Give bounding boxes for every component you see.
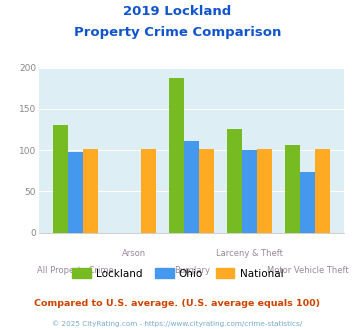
Bar [53, 125, 68, 233]
Bar [184, 141, 199, 233]
Bar [169, 79, 184, 233]
Bar [257, 149, 272, 233]
Bar [285, 145, 300, 233]
Text: Motor Vehicle Theft: Motor Vehicle Theft [267, 266, 349, 275]
Bar [300, 172, 315, 233]
Bar [315, 149, 331, 233]
Text: Arson: Arson [121, 249, 146, 258]
Bar [242, 150, 257, 233]
Text: Compared to U.S. average. (U.S. average equals 100): Compared to U.S. average. (U.S. average … [34, 299, 321, 308]
Bar [141, 149, 156, 233]
Legend: Lockland, Ohio, National: Lockland, Ohio, National [68, 264, 287, 283]
Bar [83, 149, 98, 233]
Text: Larceny & Theft: Larceny & Theft [216, 249, 283, 258]
Bar [227, 129, 242, 233]
Bar [68, 152, 83, 233]
Bar [199, 149, 214, 233]
Text: 2019 Lockland: 2019 Lockland [124, 5, 231, 18]
Text: Burglary: Burglary [174, 266, 210, 275]
Text: Property Crime Comparison: Property Crime Comparison [74, 26, 281, 39]
Text: All Property Crime: All Property Crime [37, 266, 114, 275]
Text: © 2025 CityRating.com - https://www.cityrating.com/crime-statistics/: © 2025 CityRating.com - https://www.city… [53, 320, 302, 327]
